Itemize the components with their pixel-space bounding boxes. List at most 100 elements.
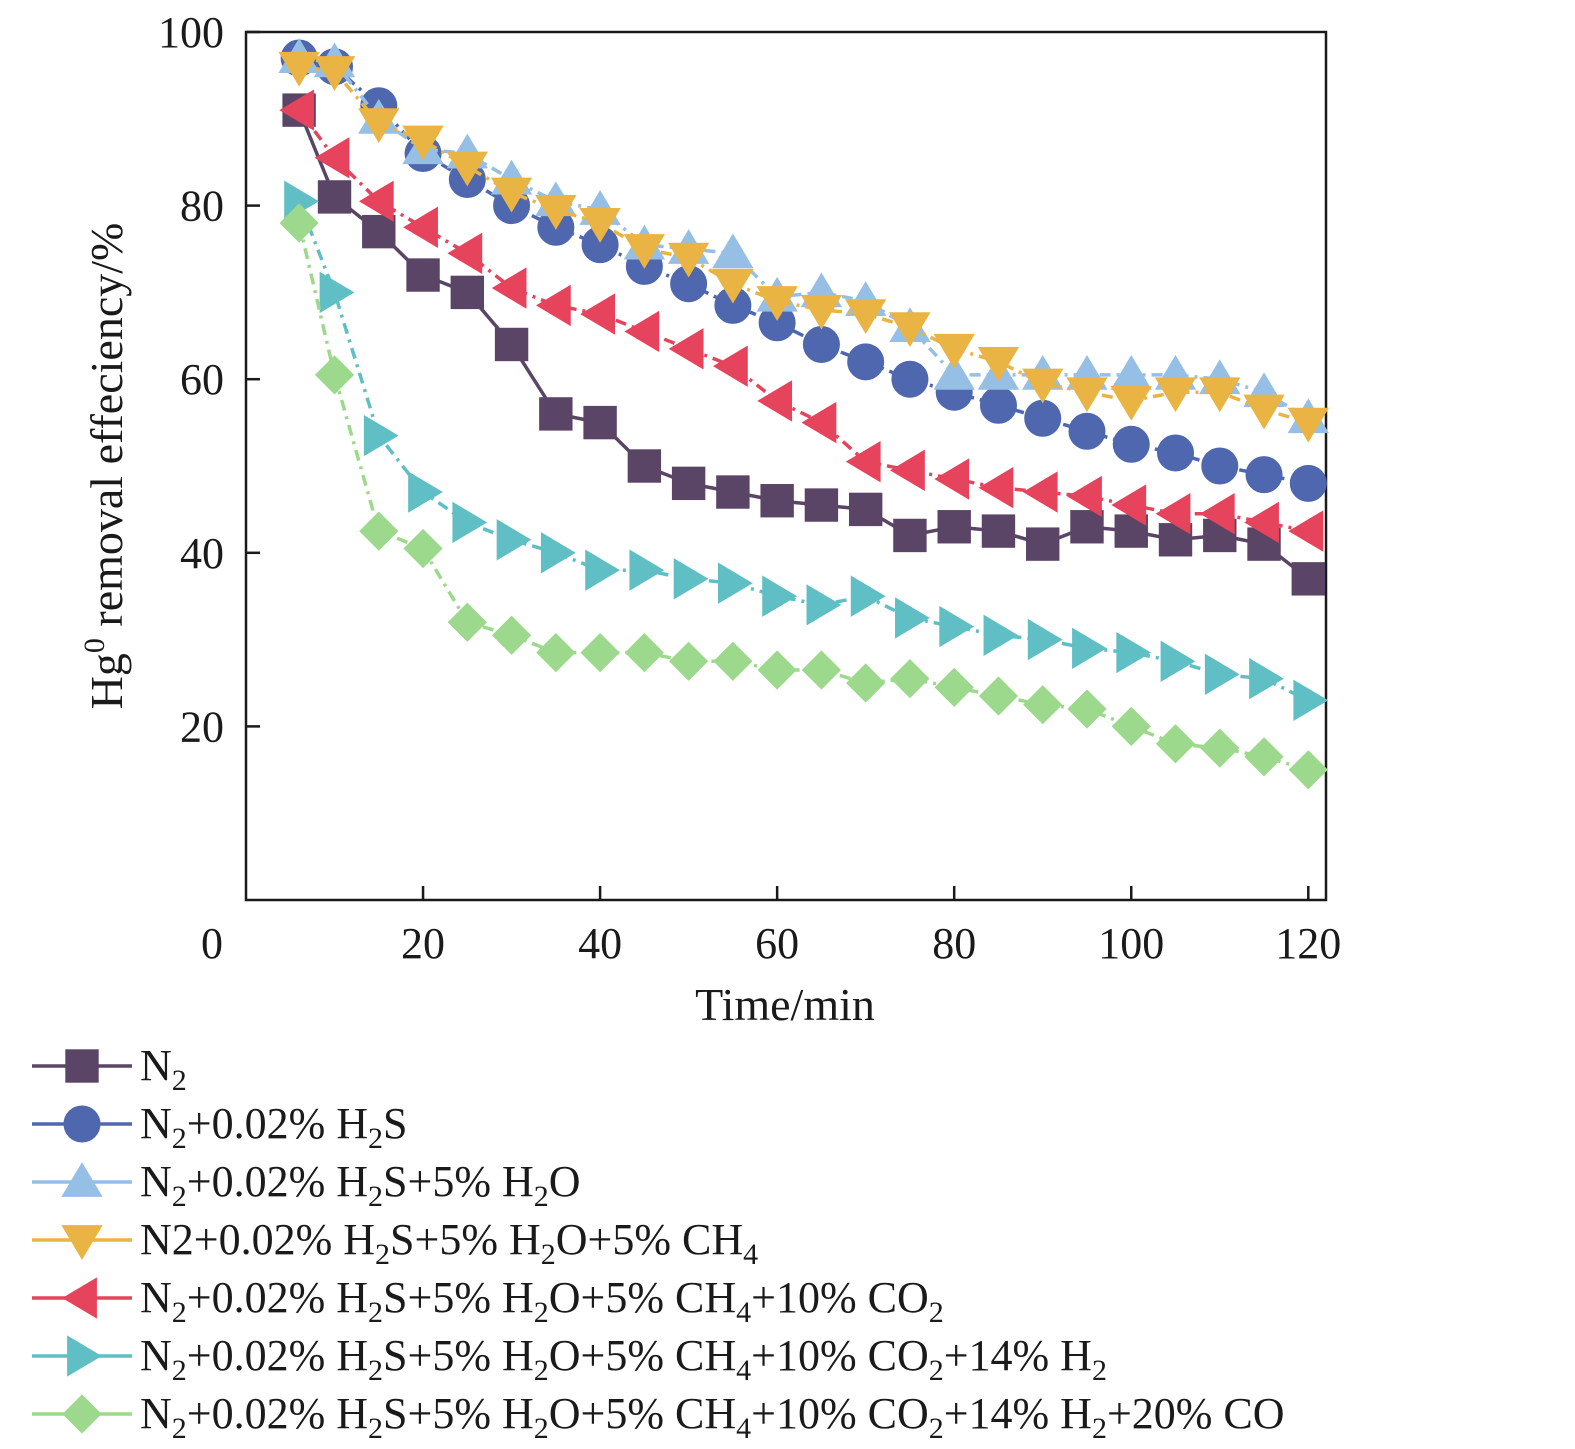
data-point [583,405,617,440]
data-point [1157,434,1195,472]
data-point [1112,425,1150,463]
data-point [452,501,488,544]
data-point [1070,510,1104,544]
data-point [494,327,529,362]
legend-label: N2+0.02% H2S [140,1099,408,1155]
data-point [535,284,571,327]
data-point [1110,386,1152,421]
legend-item: N2 [32,1041,187,1097]
data-point [668,328,704,370]
data-point [978,676,1019,716]
legend-label: N2+0.02% H2S+5% H2O+5% CH4+10% CO2+14% H… [140,1331,1107,1387]
data-point [801,650,842,690]
data-point [1116,631,1152,674]
data-point [890,659,930,699]
data-point [1110,354,1152,390]
data-point [1249,657,1284,700]
data-point [1287,407,1329,443]
data-point [279,203,319,243]
data-point [358,180,394,222]
data-point [362,214,396,249]
legend-item: N2+0.02% H2S+5% H2O [32,1157,581,1213]
data-point [800,294,843,330]
data-point [1024,399,1062,437]
data-point [496,519,532,561]
data-point [673,558,709,600]
axis-ticks: 20 40 60 80 100 120 20 40 60 80 100 [158,8,1341,968]
data-point [762,575,798,617]
data-point [756,286,798,321]
data-point [535,195,577,230]
data-point [1243,394,1285,430]
data-point [1199,377,1241,413]
data-point [977,346,1020,382]
data-point [1200,728,1240,768]
data-point [934,667,974,707]
legend-label: N2+0.02% H2S+5% H2O+5% CH4+10% CO2+14% H… [140,1389,1285,1445]
data-point [446,151,488,187]
legend-label: N2+0.02% H2S+5% H2O [140,1157,581,1213]
data-point [1160,640,1196,682]
data-point [806,584,842,626]
data-point [624,310,660,353]
data-point [717,562,753,604]
data-point [1111,484,1147,526]
data-point [491,615,532,655]
series-0 [282,93,1325,596]
data-point [1026,527,1060,561]
data-point [579,208,621,243]
data-point [845,440,881,483]
data-point [978,467,1014,509]
legend-marker [63,1105,101,1143]
data-point [671,466,706,501]
y-axis-title: Hg0 removal effeciency/% [78,223,132,710]
data-point [1022,368,1064,404]
data-point [317,180,352,214]
data-point [1291,562,1325,596]
data-point [585,549,620,591]
data-point [889,312,931,347]
data-point [850,575,886,617]
data-point [1068,412,1106,450]
data-point [313,56,356,91]
data-point [359,511,399,551]
series-line [298,56,1309,486]
data-point [278,51,320,87]
series-layer [278,38,1329,790]
data-point [1288,750,1328,790]
data-point [937,510,971,544]
data-point [981,514,1016,548]
x-tick-label: 120 [1275,919,1341,968]
data-point [540,532,576,574]
y-tick-label: 40 [180,529,224,578]
data-point [1072,627,1107,669]
legend-item: N2+0.02% H2S+5% H2O+5% CH4+10% CO2 [32,1273,944,1329]
series-4 [279,89,1324,552]
data-point [539,397,573,431]
data-point [1289,464,1327,502]
legend-marker [67,1335,102,1377]
data-point [1201,447,1239,485]
x-axis-title: Time/min [695,979,875,1030]
data-point [1245,456,1283,494]
data-point [757,380,793,422]
x-tick-label: 40 [578,919,622,968]
data-point [408,471,443,513]
data-point [801,401,837,444]
data-point [895,597,930,639]
data-point [933,354,975,390]
data-point [669,641,709,681]
series-line [297,222,1309,772]
data-point [491,267,527,309]
data-point [319,271,355,314]
legend-marker [62,1277,97,1319]
data-point [403,206,438,248]
data-point [450,275,485,310]
data-point [934,458,970,500]
data-point [1288,510,1324,552]
legend-item: N2+0.02% H2S+5% H2O+5% CH4+10% CO2+14% H… [32,1331,1107,1387]
data-point [1204,653,1240,695]
data-point [314,355,355,395]
data-point [1244,501,1279,544]
